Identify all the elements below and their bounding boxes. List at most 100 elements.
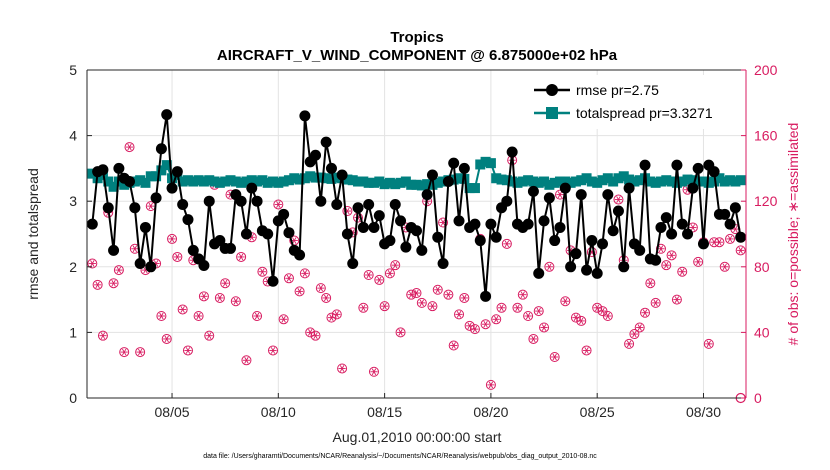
- totalspread-point: [565, 177, 576, 188]
- possible-point: [268, 345, 279, 356]
- rmse-point: [543, 192, 555, 204]
- rmse-point: [612, 205, 624, 217]
- totalspread-point: [188, 176, 199, 187]
- totalspread-point: [608, 176, 619, 187]
- possible-point: [501, 238, 512, 249]
- totalspread-point: [273, 177, 284, 188]
- rmse-point: [145, 261, 157, 273]
- rmse-point: [331, 198, 343, 210]
- totalspread-point: [278, 176, 289, 187]
- x-axis-label: Aug.01,2010 00:00:00 start: [333, 429, 502, 445]
- totalspread-point: [241, 176, 252, 187]
- assimilated-point: [513, 304, 522, 312]
- assimilated-point: [338, 365, 346, 372]
- totalspread-point: [220, 176, 231, 187]
- possible-point: [491, 314, 502, 325]
- rmse-point: [129, 202, 141, 214]
- x-tick-label: 08/25: [580, 404, 615, 420]
- assimilated-point: [715, 238, 724, 246]
- rmse-point: [724, 218, 736, 230]
- assimilated-point: [221, 279, 229, 287]
- y-tick-label: 0: [69, 390, 77, 406]
- assimilated-point: [455, 311, 463, 318]
- assimilated-point: [572, 314, 580, 321]
- assimilated-point: [120, 348, 128, 356]
- assimilated-point: [652, 299, 660, 307]
- totalspread-point: [624, 174, 635, 185]
- totalspread-point: [570, 176, 581, 187]
- y-axis-label: rmse and totalspread: [25, 168, 41, 300]
- totalspread-point: [469, 183, 480, 194]
- possible-point: [544, 261, 555, 272]
- possible-point: [629, 329, 640, 340]
- assimilated-point: [460, 294, 468, 302]
- possible-point: [634, 322, 645, 333]
- possible-point: [305, 327, 316, 338]
- totalspread-point: [347, 175, 358, 186]
- assimilated-point: [577, 317, 585, 325]
- assimilated-point: [492, 315, 500, 323]
- rmse-point: [395, 215, 407, 227]
- totalspread-point: [496, 174, 507, 185]
- assimilated-point: [179, 306, 187, 313]
- assimilated-point: [551, 353, 559, 361]
- totalspread-point: [613, 173, 624, 184]
- totalspread-point: [549, 177, 560, 188]
- rmse-point: [697, 238, 709, 250]
- assimilated-point: [434, 286, 442, 294]
- rmse-point: [187, 244, 199, 256]
- totalspread-point: [533, 177, 544, 188]
- rmse-point: [735, 231, 747, 243]
- rmse-point: [150, 192, 162, 204]
- assimilated-point: [205, 332, 213, 340]
- totalspread-point: [671, 177, 682, 188]
- totalspread-point: [576, 175, 587, 186]
- totalspread-point: [454, 173, 465, 184]
- totalspread-point: [661, 175, 672, 186]
- possible-point: [252, 311, 263, 321]
- totalspread-point: [586, 176, 597, 187]
- rmse-point: [384, 235, 396, 247]
- rmse-point: [294, 249, 306, 261]
- rmse-point: [458, 162, 470, 174]
- assimilated-point: [317, 284, 325, 292]
- assimilated-point: [381, 302, 389, 310]
- rmse-point: [538, 215, 550, 227]
- possible-point: [576, 315, 587, 326]
- x-tick-label: 08/05: [155, 404, 190, 420]
- possible-point: [390, 260, 401, 271]
- totalspread-point: [560, 176, 571, 187]
- possible-point: [485, 379, 496, 390]
- rmse-point: [634, 244, 646, 256]
- totalspread-point: [618, 171, 629, 182]
- assimilated-point: [131, 245, 139, 253]
- rmse-point: [166, 182, 178, 194]
- assimilated-point: [232, 297, 240, 305]
- totalspread-point: [507, 176, 518, 187]
- assimilated-point: [657, 245, 665, 253]
- assimilated-point: [428, 302, 437, 310]
- totalspread-point: [262, 177, 273, 188]
- totalspread-point: [703, 177, 714, 188]
- possible-point: [602, 311, 613, 321]
- rmse-line: [91, 114, 742, 297]
- y2-tick-label: 0: [754, 390, 762, 406]
- possible-point: [523, 311, 534, 321]
- totalspread-point: [539, 176, 550, 187]
- rmse-point: [198, 259, 210, 271]
- totalspread-point: [528, 176, 539, 187]
- rmse-point: [240, 228, 252, 240]
- possible-point: [119, 347, 130, 358]
- rmse-point: [692, 162, 704, 174]
- totalspread-point: [544, 179, 555, 190]
- totalspread-point: [268, 176, 279, 187]
- assimilated-point: [168, 235, 176, 243]
- possible-point: [735, 245, 746, 256]
- possible-point: [87, 258, 98, 269]
- possible-point: [331, 309, 342, 320]
- possible-point: [230, 296, 241, 307]
- y2-tick-label: 40: [754, 324, 770, 340]
- totalspread-point: [395, 177, 406, 188]
- possible-point: [464, 320, 475, 331]
